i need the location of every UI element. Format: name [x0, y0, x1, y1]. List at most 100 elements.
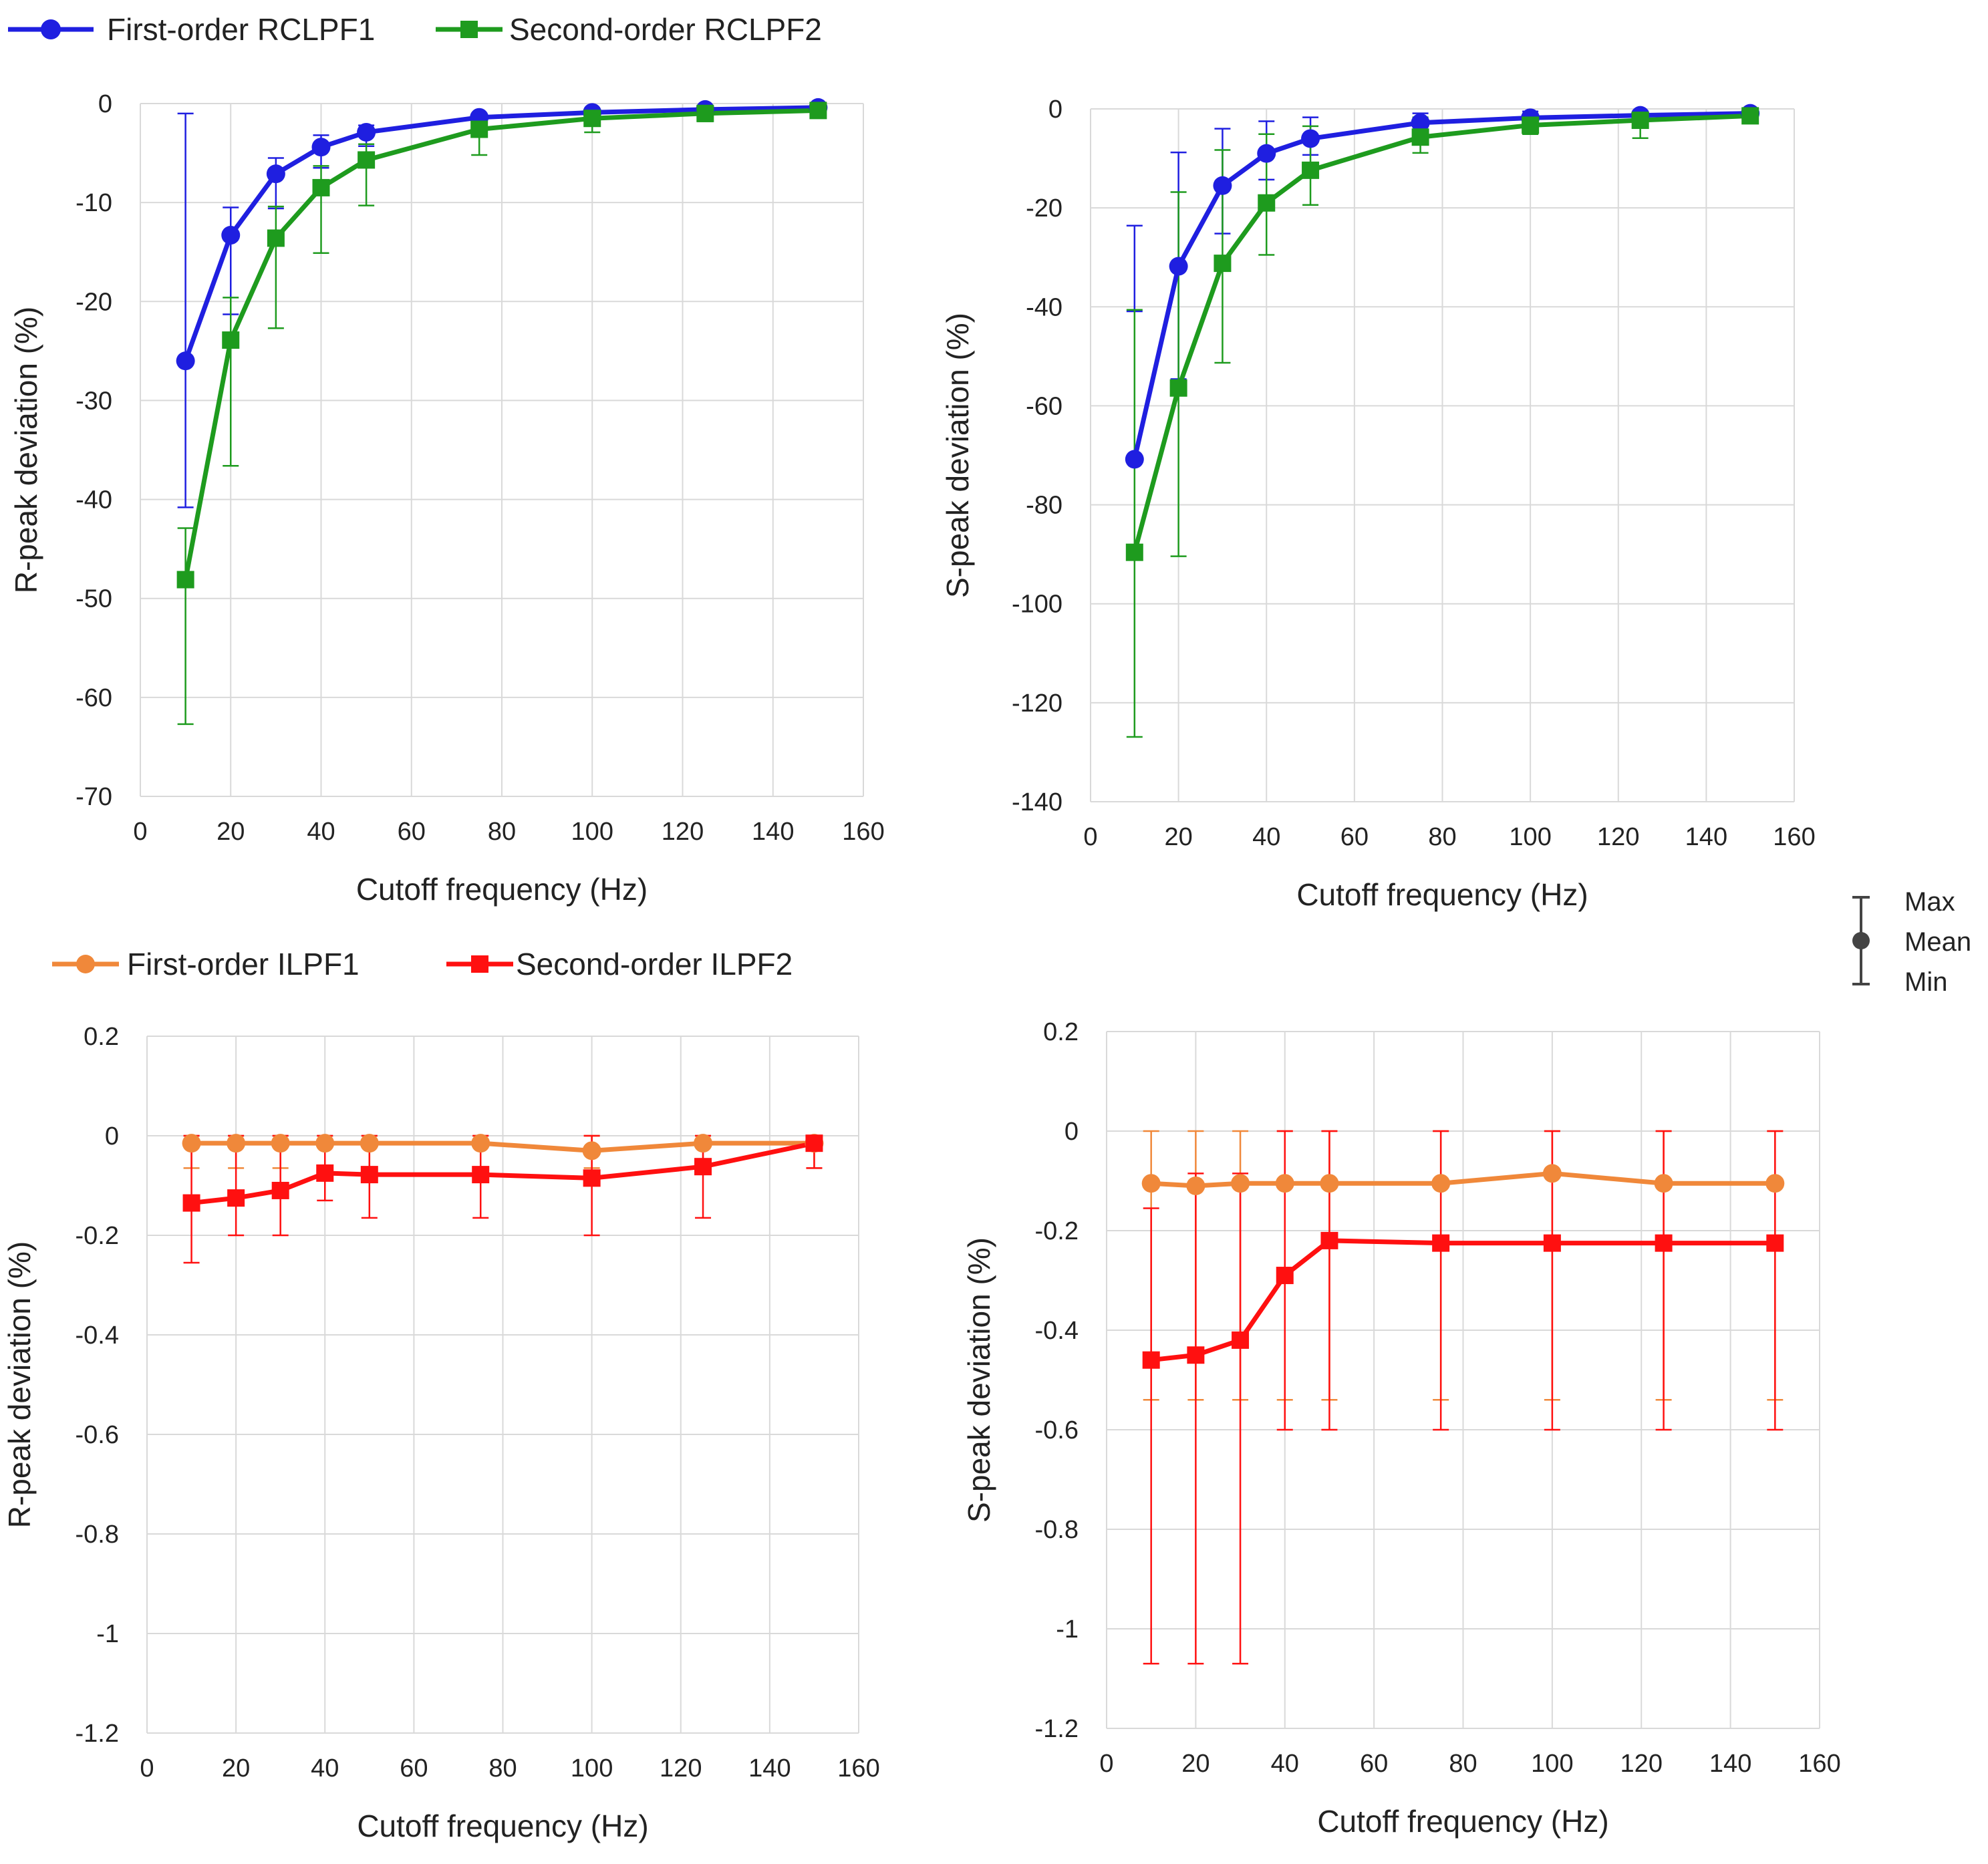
rclpf-s-y-tick-label: 0 [1048, 96, 1062, 124]
ilpf-r-series-1-point [182, 1134, 201, 1153]
rclpf-s-x-tick-label: 100 [1509, 823, 1551, 851]
ilpf-s-series-1-point [1542, 1164, 1562, 1183]
rclpf-s-x-tick-label: 80 [1428, 823, 1456, 851]
ilpf-r-y-tick-label: -1.2 [76, 1720, 119, 1748]
rclpf-r-y-tick-label: -10 [76, 189, 112, 217]
ilpf-r-series-1-point [227, 1134, 246, 1153]
legend-rclpf2-label: Second-order RCLPF2 [509, 12, 822, 47]
ilpf-s-y-tick-label: -0.2 [1035, 1217, 1079, 1245]
rclpf-s-y-tick-label: -40 [1026, 293, 1062, 321]
ilpf-s-x-tick-label: 160 [1798, 1750, 1840, 1778]
rclpf-r-y-tick-label: -40 [76, 486, 112, 514]
ilpf-s-x-tick-label: 20 [1181, 1750, 1210, 1778]
rclpf-r-series-2-point [358, 151, 376, 169]
rclpf-s-series-1-point [1301, 129, 1320, 148]
legend-rclpf1-label: First-order RCLPF1 [107, 12, 375, 47]
rclpf-s-series-2-point [1169, 379, 1187, 397]
ilpf-s-series-1-point [1320, 1174, 1339, 1193]
ilpf-r-series-1-point [471, 1134, 490, 1153]
ilpf-r-y-tick-label: 0.2 [84, 1023, 119, 1051]
rclpf-r-series-1-point [357, 122, 376, 142]
ilpf-r-series-2-point [182, 1194, 200, 1212]
ilpf-s-series-2-point [1232, 1331, 1250, 1349]
ilpf-s-x-axis-title: Cutoff frequency (Hz) [1317, 1804, 1608, 1839]
ilpf-r-series-2-point [227, 1189, 245, 1207]
ilpf-r-series-2-point [316, 1164, 334, 1182]
rclpf-r-series-2-point [312, 178, 330, 196]
ilpf-s-series-1-point [1765, 1174, 1785, 1193]
ilpf-s-x-tick-label: 80 [1449, 1750, 1477, 1778]
rclpf-s-series-2-point [1411, 128, 1429, 146]
ilpf-s-x-tick-label: 60 [1360, 1750, 1388, 1778]
rclpf-s-series-1-point [1213, 176, 1232, 195]
ilpf-r-series-2-markers [182, 1134, 823, 1212]
rclpf-r-x-tick-label: 100 [571, 818, 613, 846]
rclpf-s-y-tick-label: -100 [1012, 591, 1062, 619]
rclpf-s-series-2-point [1522, 116, 1540, 134]
ilpf-r-y-axis-title: R-peak deviation (%) [2, 1241, 37, 1529]
rclpf-r-series-2-point [696, 104, 714, 122]
legend-bottom: First-order ILPF1 Second-order ILPF2 [52, 947, 793, 981]
rclpf-s-y-tick-label: -60 [1026, 392, 1062, 420]
ilpf-r-series-1-point [360, 1134, 379, 1153]
chart-rclpf-r-peak: 0 20 40 60 80 100 120 140 160 0 -10 -20 -30 -40 -50 -60… [9, 90, 885, 907]
rclpf-s-y-tick-label: -140 [1012, 788, 1062, 816]
ilpf-r-x-tick-label: 40 [311, 1754, 339, 1782]
rclpf-r-series-1-point [221, 226, 241, 245]
chart-ilpf-s-peak: 0 20 40 60 80 100 120 140 160 0.2 0 -0.2 -0.4 -0.6 -0.… [962, 1018, 1841, 1839]
rclpf-s-x-tick-label: 140 [1685, 823, 1727, 851]
ilpf-r-series-1-point [315, 1134, 335, 1153]
legend-item-rclpf2: Second-order RCLPF2 [436, 12, 822, 47]
errorbar-key-mean-marker [1852, 932, 1870, 949]
rclpf-r-x-tick-label: 120 [662, 818, 704, 846]
ilpf-s-series-1-point [1231, 1174, 1250, 1193]
legend-item-ilpf1: First-order ILPF1 [52, 947, 360, 981]
rclpf-r-series-2-point [176, 571, 194, 589]
ilpf-r-x-axis-title: Cutoff frequency (Hz) [357, 1809, 648, 1843]
rclpf-r-series-1-point [266, 164, 285, 184]
ilpf-r-x-tick-label: 140 [748, 1754, 791, 1782]
chart-rclpf-s-peak: 0 20 40 60 80 100 120 140 160 0 -20 -40 -60 -80 -100 -1… [940, 96, 1816, 912]
rclpf-r-series-1-point [311, 138, 331, 157]
rclpf-r-x-tick-label: 20 [217, 818, 245, 846]
rclpf-s-y-tick-label: -80 [1026, 492, 1062, 520]
rclpf-r-series-2-point [267, 229, 285, 247]
legend-rclpf2-marker [460, 21, 478, 38]
ilpf-r-y-tick-label: -1 [96, 1620, 119, 1648]
ilpf-s-series-2-point [1766, 1234, 1784, 1252]
ilpf-s-y-tick-label: -0.6 [1035, 1416, 1079, 1444]
rclpf-r-x-tick-label: 60 [398, 818, 426, 846]
rclpf-s-series-1-point [1411, 113, 1430, 132]
ilpf-r-series-2-point [360, 1166, 378, 1184]
rclpf-s-series-1-point [1257, 144, 1276, 163]
rclpf-r-series-2-point [222, 331, 240, 349]
ilpf-s-y-tick-label: -1 [1056, 1615, 1079, 1644]
ilpf-s-series-2-markers [1142, 1231, 1784, 1369]
rclpf-r-y-tick-label: -30 [76, 387, 112, 415]
rclpf-r-y-tick-label: 0 [98, 90, 112, 118]
ilpf-s-series-1-markers [1141, 1164, 1785, 1195]
ilpf-r-series-1-point [271, 1134, 290, 1153]
ilpf-r-series-1-point [582, 1141, 601, 1160]
rclpf-s-x-tick-label: 0 [1083, 823, 1097, 851]
legend-rclpf1-marker [41, 19, 61, 39]
legend-ilpf2-label: Second-order ILPF2 [516, 947, 793, 981]
rclpf-s-x-axis-title: Cutoff frequency (Hz) [1296, 877, 1588, 912]
rclpf-s-x-tick-label: 20 [1164, 823, 1192, 851]
ilpf-r-series-1-markers [182, 1134, 824, 1160]
ilpf-r-series-2-point [271, 1181, 289, 1199]
rclpf-s-series-2-point [1741, 107, 1759, 125]
rclpf-r-y-tick-label: -70 [76, 783, 112, 811]
ilpf-r-x-tick-label: 120 [660, 1754, 702, 1782]
errorbar-key-min-label: Min [1904, 967, 1947, 997]
rclpf-r-series-2-point [470, 120, 488, 138]
ilpf-r-x-tick-label: 160 [837, 1754, 879, 1782]
ilpf-s-y-axis-title: S-peak deviation (%) [962, 1237, 996, 1523]
chart-ilpf-r-peak: 0 20 40 60 80 100 120 140 160 0.2 0 -0.2 -0.4 -0.6 -0.… [2, 1023, 880, 1843]
ilpf-s-x-tick-label: 120 [1620, 1750, 1663, 1778]
rclpf-s-series-1-point [1169, 257, 1188, 276]
ilpf-r-series-2-point [472, 1166, 490, 1184]
rclpf-s-x-tick-label: 120 [1597, 823, 1639, 851]
ilpf-s-series-1-point [1431, 1174, 1451, 1193]
